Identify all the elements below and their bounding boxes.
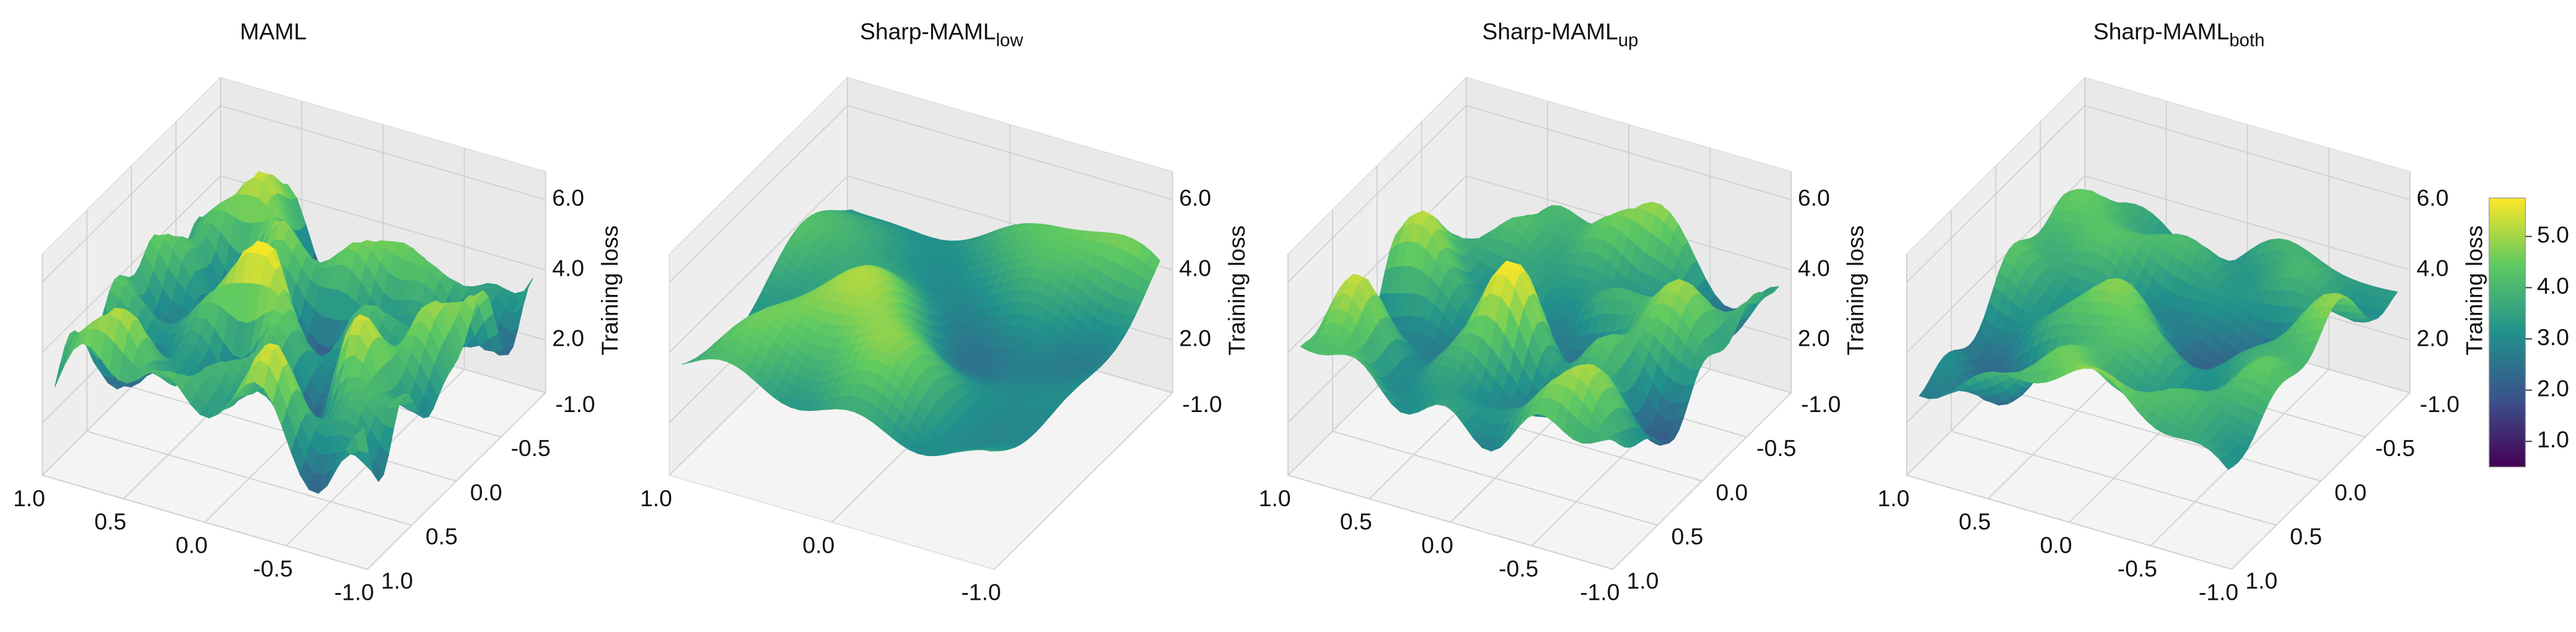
title-main: Sharp-MAML: [860, 18, 996, 44]
y-tick-label: -0.5: [2375, 435, 2415, 461]
z-tick-label: 2.0: [1179, 325, 1211, 351]
y-grid-line: [1331, 210, 1658, 526]
x-tick-label: 1.0: [1259, 485, 1291, 511]
x-tick-label: -1.0: [335, 579, 374, 605]
z-tick-label: 4.0: [1798, 255, 1830, 281]
z-tick-label: 2.0: [552, 325, 584, 351]
z-tick-label: 6.0: [552, 185, 584, 211]
x-tick-label: 0.0: [802, 532, 835, 558]
colorbar-tick-label: 5.0: [2537, 221, 2569, 247]
x-tick-label: -0.5: [1499, 556, 1538, 582]
x-tick-label: -1.0: [962, 579, 1001, 605]
z-grid-line: [42, 105, 546, 283]
x-tick-label: 0.5: [1959, 509, 1991, 535]
colorbar-tick-label: 2.0: [2537, 375, 2569, 401]
z-axis-label: Training loss: [597, 226, 623, 356]
z-tick-label: 2.0: [1798, 325, 1830, 351]
subplot-title: Sharp-MAMLlow: [860, 18, 1023, 50]
z-axis-label: Training loss: [1224, 226, 1250, 356]
x-tick-label: 0.0: [2040, 532, 2072, 558]
surface: [1300, 201, 1780, 452]
colorbar-tick-label: 3.0: [2537, 324, 2569, 350]
y-tick-label: 0.5: [1671, 524, 1704, 550]
title-main: Sharp-MAML: [1482, 18, 1618, 44]
x-tick-label: -0.5: [2118, 556, 2157, 582]
z-axis-label: Training loss: [2461, 226, 2487, 356]
z-tick-label: 4.0: [1179, 255, 1211, 281]
x-tick-label: 0.5: [94, 509, 126, 535]
y-tick-label: 0.5: [426, 524, 458, 550]
title-main: Sharp-MAML: [2093, 18, 2230, 44]
title-subscript: low: [996, 30, 1024, 50]
y-tick-label: 1.0: [381, 568, 413, 594]
z-tick-label: 6.0: [1798, 185, 1830, 211]
title-subscript: up: [1618, 30, 1639, 50]
x-tick-label: 1.0: [13, 485, 45, 511]
title-main: MAML: [240, 18, 307, 44]
y-tick-label: -0.5: [1756, 435, 1796, 461]
y-grid-line: [1287, 254, 1613, 570]
x-tick-label: 1.0: [1877, 485, 1909, 511]
y-tick-label: 0.0: [2334, 479, 2367, 505]
z-axis-label: Training loss: [1842, 226, 1868, 356]
subplot: 1.00.50.0-0.5-1.0 1.00.50.0-0.5-1.02.04.0…: [1877, 18, 2569, 605]
surface: [681, 209, 1160, 457]
x-tick-label: -1.0: [2199, 579, 2238, 605]
y-grid-line: [86, 210, 413, 526]
x-tick-label: -1.0: [1580, 579, 1619, 605]
subplot-title: MAML: [240, 18, 307, 44]
z-grid-line: [1287, 105, 1792, 283]
y-tick-label: -1.0: [2420, 391, 2460, 417]
title-subscript: both: [2229, 30, 2264, 50]
x-tick-label: 0.0: [175, 532, 208, 558]
z-tick-label: 6.0: [2417, 185, 2449, 211]
surface-facet: [354, 427, 369, 454]
x-tick-label: 0.5: [1340, 509, 1372, 535]
z-tick-label: 4.0: [552, 255, 584, 281]
x-tick-label: 1.0: [640, 485, 672, 511]
z-tick-label: 2.0: [2417, 325, 2449, 351]
x-tick-label: -0.5: [253, 556, 292, 582]
subplot-title: Sharp-MAMLboth: [2093, 18, 2265, 50]
subplot: 1.0 0.0 -1.0 -1.0 2.0 4.0 6.0 Training loss Shar…: [640, 18, 1250, 605]
colorbar-tick-label: 1.0: [2537, 426, 2569, 452]
y-tick-label: -0.5: [510, 435, 550, 461]
y-tick-label: -1.0: [1182, 391, 1222, 417]
z-grid-line: [42, 175, 546, 353]
x-tick-label: 0.0: [1421, 532, 1453, 558]
y-grid-line: [42, 254, 368, 570]
y-tick-label: -1.0: [555, 391, 595, 417]
y-tick-label: -1.0: [1801, 391, 1841, 417]
colorbar-tick-label: 4.0: [2537, 273, 2569, 299]
colorbar: [2489, 197, 2526, 468]
surface-facet: [981, 449, 996, 452]
y-grid-line: [1376, 165, 1702, 482]
z-tick-label: 4.0: [2417, 255, 2449, 281]
y-tick-label: 0.0: [1715, 479, 1748, 505]
y-tick-label: 1.0: [2245, 568, 2277, 594]
surface: [55, 170, 533, 494]
y-tick-label: 0.0: [470, 479, 502, 505]
y-tick-label: 1.0: [1627, 568, 1659, 594]
y-tick-label: 0.5: [2290, 524, 2322, 550]
z-tick-label: 6.0: [1179, 185, 1211, 211]
subplot: 1.00.50.0-0.5-1.0 1.00.50.0-0.5-1.02.04.0…: [1259, 18, 1868, 605]
z-grid-line: [668, 105, 1173, 283]
subplot: 1.00.50.0-0.5-1.0 1.00.50.0-0.5-1.02.04.0…: [13, 18, 623, 605]
subplot-title: Sharp-MAMLup: [1482, 18, 1638, 50]
